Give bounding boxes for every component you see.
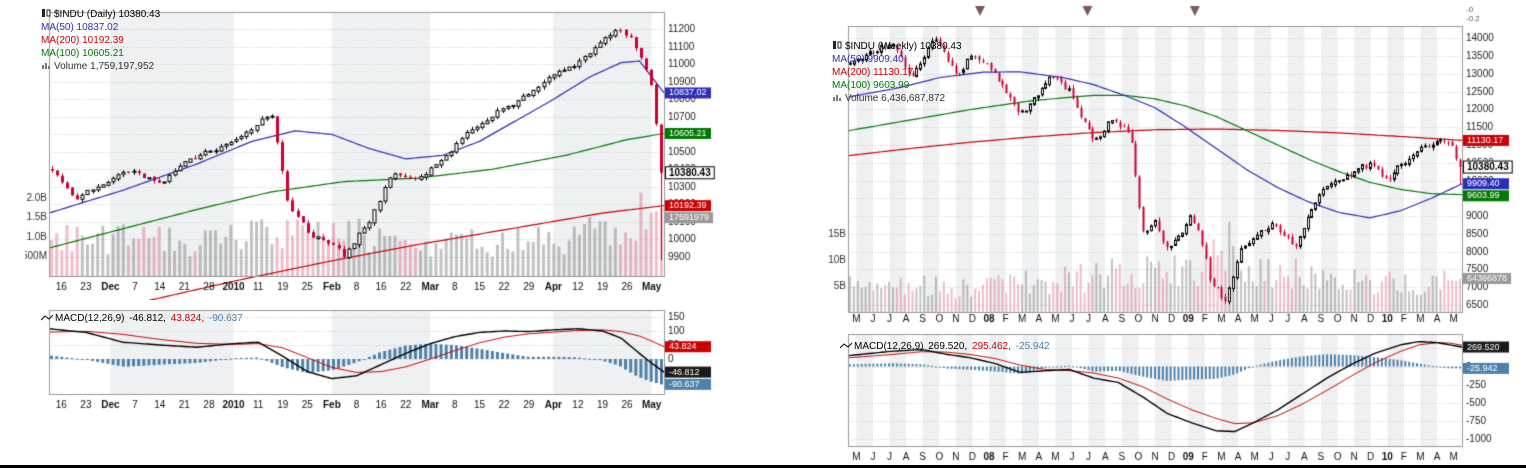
- bottom-border: [0, 465, 1526, 468]
- weekly-macd-legend: MACD(12,26,9) 269.520, 295.462, -25.942: [839, 340, 1052, 354]
- daily-macd-name: MACD(12,26,9): [55, 313, 125, 324]
- daily-title-row: $INDU (Daily) 10380.43: [41, 8, 160, 21]
- daily-legend-ma100: MA(100) 10605.21: [41, 48, 124, 59]
- daily-chart-title: $INDU (Daily) 10380.43: [54, 9, 161, 20]
- candlestick-icon: [832, 40, 842, 54]
- daily-legend-ma200: MA(200) 10192.39: [41, 35, 124, 46]
- candlestick-icon: [41, 8, 51, 22]
- weekly-chart-panel: $INDU (Weekly) 10380.43 MA(50) 9909.40 M…: [818, 0, 1524, 468]
- weekly-macd-hist-value: -25.942: [1015, 341, 1050, 352]
- weekly-price-chart: [818, 4, 1524, 328]
- daily-macd-value: -46.812,: [129, 313, 166, 324]
- weekly-legend-volume-row: Volume 6,436,687,872: [832, 92, 962, 105]
- daily-macd-signal-value: 43.824,: [170, 313, 205, 324]
- weekly-legend-ma100: MA(100) 9603.99: [832, 80, 910, 91]
- weekly-legend: $INDU (Weekly) 10380.43 MA(50) 9909.40 M…: [832, 40, 962, 105]
- daily-macd-legend: MACD(12,26,9) -46.812, 43.824, -90.637: [40, 312, 245, 326]
- daily-legend: $INDU (Daily) 10380.43 MA(50) 10837.02 M…: [41, 8, 160, 73]
- daily-legend-ma50: MA(50) 10837.02: [41, 22, 119, 33]
- weekly-legend-ma50: MA(50) 9909.40: [832, 54, 904, 65]
- weekly-legend-volume: Volume 6,436,687,872: [845, 93, 946, 104]
- volume-bars-icon: [832, 92, 842, 106]
- weekly-macd-value: 269.520,: [928, 341, 968, 352]
- weekly-legend-ma200: MA(200) 11130.17: [832, 67, 914, 78]
- weekly-title-row: $INDU (Weekly) 10380.43: [832, 40, 962, 53]
- weekly-macd-signal-value: 295.462,: [971, 341, 1011, 352]
- daily-macd-hist-value: -90.637: [208, 313, 243, 324]
- weekly-chart-title: $INDU (Weekly) 10380.43: [845, 41, 962, 52]
- daily-legend-volume: Volume 1,759,197,952: [54, 61, 155, 72]
- daily-price-chart: [25, 4, 720, 300]
- weekly-macd-chart: [818, 326, 1524, 468]
- macd-line-icon: [839, 341, 853, 354]
- daily-legend-volume-row: Volume 1,759,197,952: [41, 60, 160, 73]
- macd-line-icon: [40, 313, 54, 326]
- volume-bars-icon: [41, 60, 51, 74]
- weekly-macd-name: MACD(12,26,9): [854, 341, 924, 352]
- daily-macd-chart: [25, 306, 720, 418]
- daily-chart-panel: $INDU (Daily) 10380.43 MA(50) 10837.02 M…: [25, 0, 720, 468]
